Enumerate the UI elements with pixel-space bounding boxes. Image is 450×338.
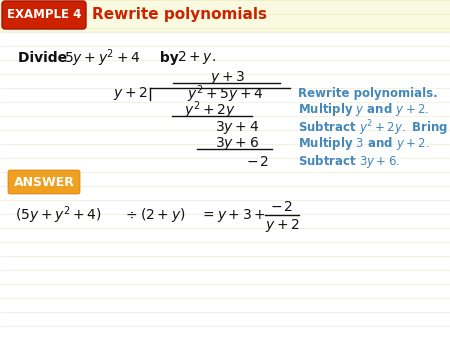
- Text: Rewrite polynomials: Rewrite polynomials: [92, 7, 267, 23]
- Text: $= y + 3 +$: $= y + 3 +$: [200, 207, 266, 223]
- Text: $3y + 6$: $3y + 6$: [215, 135, 259, 151]
- FancyBboxPatch shape: [0, 32, 450, 338]
- Text: Multiply $y$ and $y + 2.$: Multiply $y$ and $y + 2.$: [298, 101, 429, 119]
- Text: $-\,2$: $-\,2$: [270, 200, 294, 214]
- Text: Subtract $y^2 + 2y.$ Bring down $4.$: Subtract $y^2 + 2y.$ Bring down $4.$: [298, 118, 450, 138]
- Text: $y + 2$: $y + 2$: [265, 217, 300, 234]
- Text: by: by: [155, 51, 184, 65]
- Text: Rewrite polynomials.: Rewrite polynomials.: [298, 88, 438, 100]
- Text: $(2 + y)$: $(2 + y)$: [140, 206, 186, 224]
- Text: $3y + 4$: $3y + 4$: [215, 120, 259, 137]
- Text: EXAMPLE 4: EXAMPLE 4: [7, 8, 81, 22]
- Text: $(5y + y^2 + 4)$: $(5y + y^2 + 4)$: [15, 204, 102, 226]
- Text: $-\,2$: $-\,2$: [246, 155, 270, 169]
- Text: Multiply $3$ and $y + 2.$: Multiply $3$ and $y + 2.$: [298, 135, 430, 151]
- Text: $y^2 + 2y$: $y^2 + 2y$: [184, 99, 236, 121]
- Text: $2 + y.$: $2 + y.$: [177, 49, 216, 67]
- Text: $y + 2$: $y + 2$: [113, 86, 148, 102]
- FancyBboxPatch shape: [8, 170, 80, 194]
- Text: $\div$: $\div$: [125, 208, 137, 222]
- Text: Subtract $3y + 6.$: Subtract $3y + 6.$: [298, 153, 400, 170]
- FancyBboxPatch shape: [2, 1, 86, 29]
- Text: $5y + y^2 + 4$: $5y + y^2 + 4$: [64, 47, 140, 69]
- Text: ANSWER: ANSWER: [14, 175, 74, 189]
- Text: $y + 3$: $y + 3$: [210, 70, 246, 87]
- Text: Divide: Divide: [18, 51, 72, 65]
- Text: $y^2 + 5y + 4$: $y^2 + 5y + 4$: [187, 83, 263, 105]
